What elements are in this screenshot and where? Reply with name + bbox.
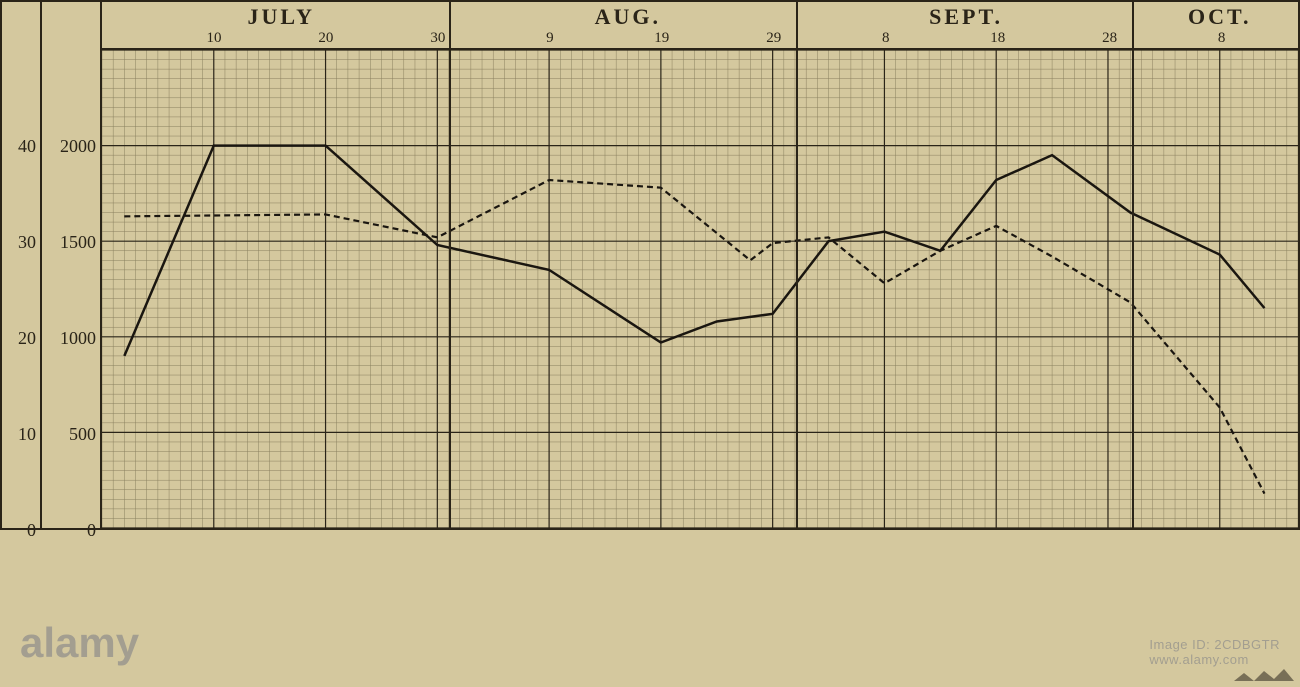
month-header: SEPT. 8 18 28 [796,2,1132,50]
month-tick: 18 [990,30,1005,47]
month-tick: 20 [318,30,333,47]
y-inner-label: 500 [69,424,96,445]
corner-mark [1234,651,1294,681]
month-title: AUG. [595,4,661,30]
month-header: AUG. 9 19 29 [449,2,796,50]
lines-svg [102,50,1298,528]
y-inner-label: 1000 [60,328,96,349]
month-tick: 10 [206,30,221,47]
month-divider [796,2,798,528]
y-axis-inner: 2000150010005000 [42,2,102,528]
y-outer-label: 40 [18,136,36,157]
chart-container: 403020100 2000150010005000 JULY102030AUG… [0,0,1300,530]
watermark-logo: alamy [20,619,139,667]
month-title: SEPT. [929,4,1003,30]
y-outer-label: 10 [18,424,36,445]
y-inner-label: 0 [87,520,96,541]
month-divider [1132,2,1134,528]
month-header: JULY 10 20 30 [102,2,449,50]
y-outer-label: 30 [18,232,36,253]
month-title: OCT. [1188,4,1252,30]
y-inner-label: 1500 [60,232,96,253]
month-tick: 29 [766,30,781,47]
plot-area: JULY102030AUG.91929SEPT.81828OCT.8 [102,2,1298,528]
series-dashed [124,180,1264,494]
month-tick: 28 [1102,30,1117,47]
y-outer-label: 0 [27,520,36,541]
y-outer-label: 20 [18,328,36,349]
month-tick: 9 [546,30,554,47]
month-header: OCT.8 [1132,2,1300,50]
month-tick: 8 [882,30,890,47]
month-divider [449,2,451,528]
month-tick: 19 [654,30,669,47]
y-axis-outer: 403020100 [2,2,42,528]
month-tick: 8 [1218,30,1226,47]
y-inner-label: 2000 [60,136,96,157]
month-tick: 30 [430,30,445,47]
month-title: JULY [248,4,315,30]
series-solid [124,146,1264,356]
